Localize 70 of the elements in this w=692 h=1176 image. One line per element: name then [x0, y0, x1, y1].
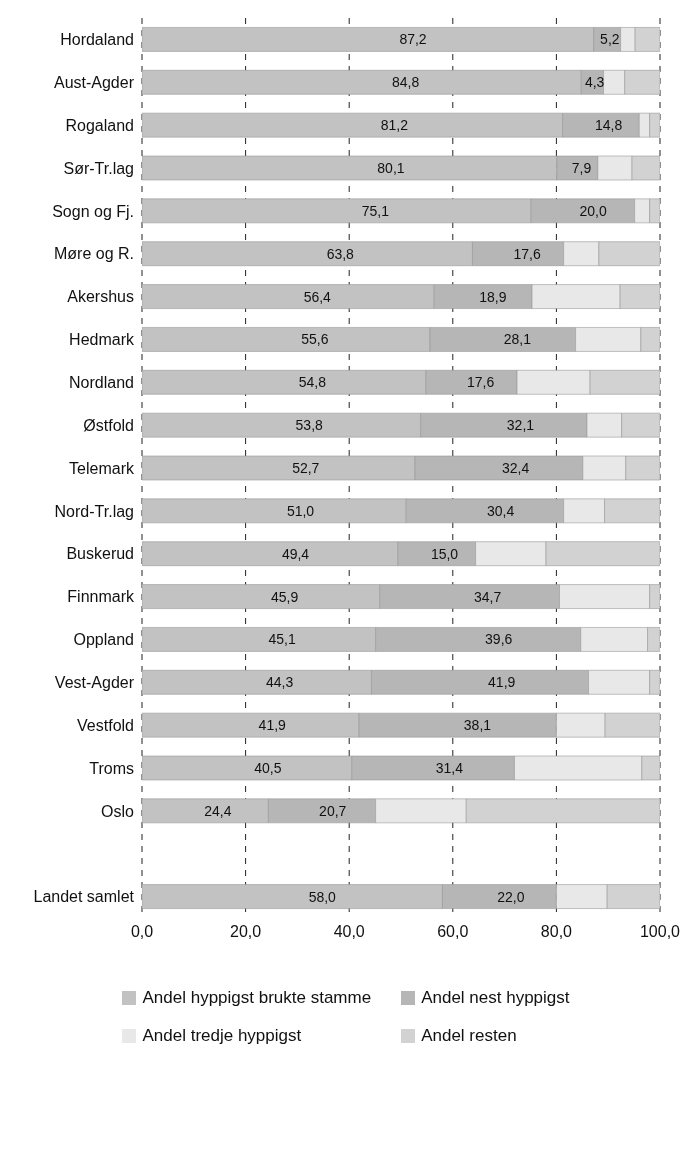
y-tick-label: Møre og R.: [53, 245, 134, 263]
y-tick-label: Rogaland: [65, 116, 134, 134]
data-label: 44,3: [266, 674, 294, 691]
data-label: 55,6: [301, 331, 329, 348]
y-tick-label: Landet samlet: [33, 888, 135, 906]
data-label: 20,7: [319, 802, 347, 819]
y-tick-label: Telemark: [69, 459, 135, 477]
data-label: 32,1: [506, 417, 535, 434]
data-label: 20,0: [579, 202, 608, 219]
x-tick-label: 40,0: [333, 923, 365, 941]
data-label: 4,3: [584, 74, 605, 91]
data-label: 49,4: [281, 545, 310, 562]
data-label: 39,6: [485, 631, 513, 648]
data-label: 87,2: [399, 31, 427, 48]
y-tick-label: Aust-Agder: [53, 73, 135, 91]
y-tick-label: Vestfold: [77, 716, 134, 734]
data-label: 81,2: [380, 117, 409, 134]
data-label: 51,0: [286, 502, 315, 519]
y-tick-label: Finnmark: [67, 588, 135, 606]
data-label: 15,0: [430, 545, 459, 562]
data-label: 17,6: [466, 374, 495, 391]
data-label: 63,8: [326, 245, 355, 262]
legend-label: Andel hyppigst brukte stamme: [142, 988, 372, 1008]
legend-label: Andel nest hyppigst: [421, 988, 570, 1008]
y-tick-label: Østfold: [83, 416, 134, 434]
data-label: 7,9: [571, 160, 592, 176]
data-label: 40,5: [254, 760, 282, 776]
x-tick-label: 80,0: [540, 923, 573, 941]
y-tick-label: Nordland: [69, 373, 134, 391]
x-tick-label: 20,0: [230, 923, 262, 941]
y-tick-label: Oppland: [73, 631, 134, 649]
data-label: 56,4: [303, 288, 332, 305]
data-label: 53,8: [295, 417, 324, 434]
data-label: 84,8: [391, 74, 420, 91]
data-label: 30,4: [487, 502, 515, 519]
y-tick-label: Troms: [89, 759, 134, 777]
x-tick-label: 60,0: [437, 923, 469, 941]
y-tick-label: Buskerud: [66, 545, 134, 563]
y-tick-label: Hordaland: [60, 31, 134, 49]
y-tick-label: Vest-Agder: [54, 673, 135, 691]
data-label: 38,1: [463, 717, 492, 734]
y-tick-label: Sør-Tr.lag: [63, 159, 134, 177]
y-tick-label: Hedmark: [69, 331, 135, 349]
data-label: 32,4: [502, 460, 530, 476]
data-label: 5,2: [600, 31, 620, 48]
data-label: 34,7: [473, 588, 502, 605]
data-label: 80,1: [377, 160, 405, 176]
y-tick-label: Sogn og Fj.: [52, 202, 134, 220]
data-label: 54,8: [298, 374, 327, 391]
data-label: 45,1: [268, 631, 297, 648]
data-label: 24,4: [204, 802, 232, 819]
data-label: 41,9: [488, 674, 516, 691]
y-tick-label: Nord-Tr.lag: [54, 502, 134, 520]
legend-label: Andel tredje hyppigst: [142, 1026, 302, 1046]
data-label: 18,9: [479, 288, 507, 305]
data-label: 41,9: [258, 717, 287, 734]
x-tick-label: 0,0: [130, 923, 154, 941]
data-label: 31,4: [435, 760, 464, 776]
data-label: 22,0: [497, 888, 525, 905]
data-label: 58,0: [308, 888, 337, 905]
data-label: 14,8: [594, 117, 623, 134]
y-tick-label: Akershus: [67, 288, 134, 306]
y-tick-label: Oslo: [101, 802, 135, 820]
x-tick-label: 100,0: [639, 923, 681, 941]
data-label: 17,6: [513, 245, 542, 262]
data-label: 28,1: [503, 331, 532, 348]
legend-label: Andel resten: [421, 1026, 517, 1046]
data-label: 52,7: [292, 460, 320, 476]
data-label: 45,9: [271, 588, 299, 605]
data-label: 75,1: [361, 202, 390, 219]
